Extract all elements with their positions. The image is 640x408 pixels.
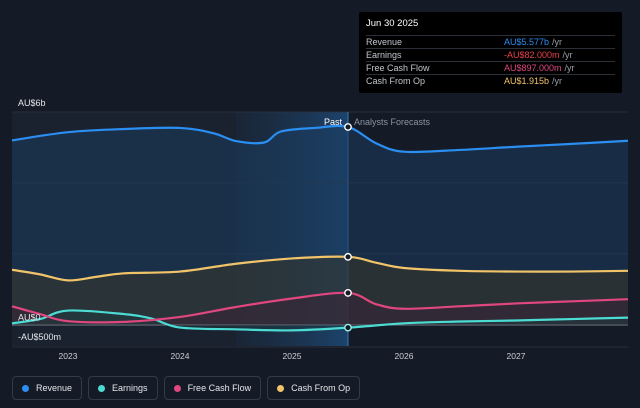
x-tick-2026: 2026 [395,351,414,361]
forecast-label: Analysts Forecasts [354,117,431,127]
legend-dot-icon [173,384,181,392]
legend-label: Revenue [36,383,73,393]
x-tick-2023: 2023 [59,351,78,361]
line-earnings [11,309,629,332]
area-free-cash-flow [12,292,628,325]
series-lines [11,124,629,332]
marker-cash-from-op [344,252,352,261]
legend-item-cash-from-op[interactable]: Cash From Op [267,376,361,400]
legend-item-earnings[interactable]: Earnings [88,376,158,400]
legend-label: Earnings [112,383,148,393]
legend-label: Cash From Op [291,383,351,393]
tooltip-label: Revenue [366,37,403,47]
tooltip-label: Cash From Op [366,76,426,86]
tooltip-value: AU$897.000m [504,63,562,73]
tooltip-label: Free Cash Flow [366,63,430,73]
tooltip-row-earnings: Earnings -AU$82.000m /yr [366,48,615,61]
legend-dot-icon [22,384,29,392]
legend-label: Free Cash Flow [187,383,252,393]
line-cash-from-op [11,255,629,282]
series-areas [12,125,628,331]
y-label-bottom: -AU$500m [18,332,61,342]
x-tick-2024: 2024 [171,351,190,361]
tooltip-date: Jun 30 2025 [366,18,419,29]
legend-dot-icon [98,384,106,392]
tooltip-panel: Jun 30 2025 Revenue AU$5.577b /yr Earnin… [359,12,622,93]
tooltip-unit: /yr [552,37,563,47]
tooltip-row-revenue: Revenue AU$5.577b /yr [366,35,615,48]
chart-legend: Revenue Earnings Free Cash Flow Cash Fro… [12,376,361,400]
tooltip-unit: /yr [564,63,575,73]
x-tick-2025: 2025 [283,351,302,361]
y-label-zero: AU$0 [18,313,41,323]
tooltip-label: Earnings [366,50,402,60]
marker-earnings [344,323,352,332]
y-label-top: AU$6b [18,98,46,108]
x-tick-2027: 2027 [507,351,526,361]
line-free-cash-flow [11,291,629,324]
legend-item-free-cash-flow[interactable]: Free Cash Flow [163,376,262,400]
past-label: Past [324,117,343,127]
series-markers [344,123,352,332]
tooltip-unit: /yr [552,76,563,86]
tooltip-value: AU$5.577b [504,37,550,47]
tooltip-unit: /yr [562,50,573,60]
tooltip-row-cash-from-op: Cash From Op AU$1.915b /yr [366,74,615,87]
tooltip-row-free-cash-flow: Free Cash Flow AU$897.000m /yr [366,61,615,74]
line-revenue [11,124,629,154]
legend-dot-icon [277,384,285,392]
marker-revenue [344,123,352,131]
chart-labels: AU$6b AU$0 -AU$500m Past Analysts Forecasts 2… [18,98,526,361]
marker-free-cash-flow [344,289,352,297]
tooltip-value: -AU$82.000m [504,50,560,60]
tooltip-value: AU$1.915b [504,76,550,86]
legend-item-revenue[interactable]: Revenue [12,376,83,400]
